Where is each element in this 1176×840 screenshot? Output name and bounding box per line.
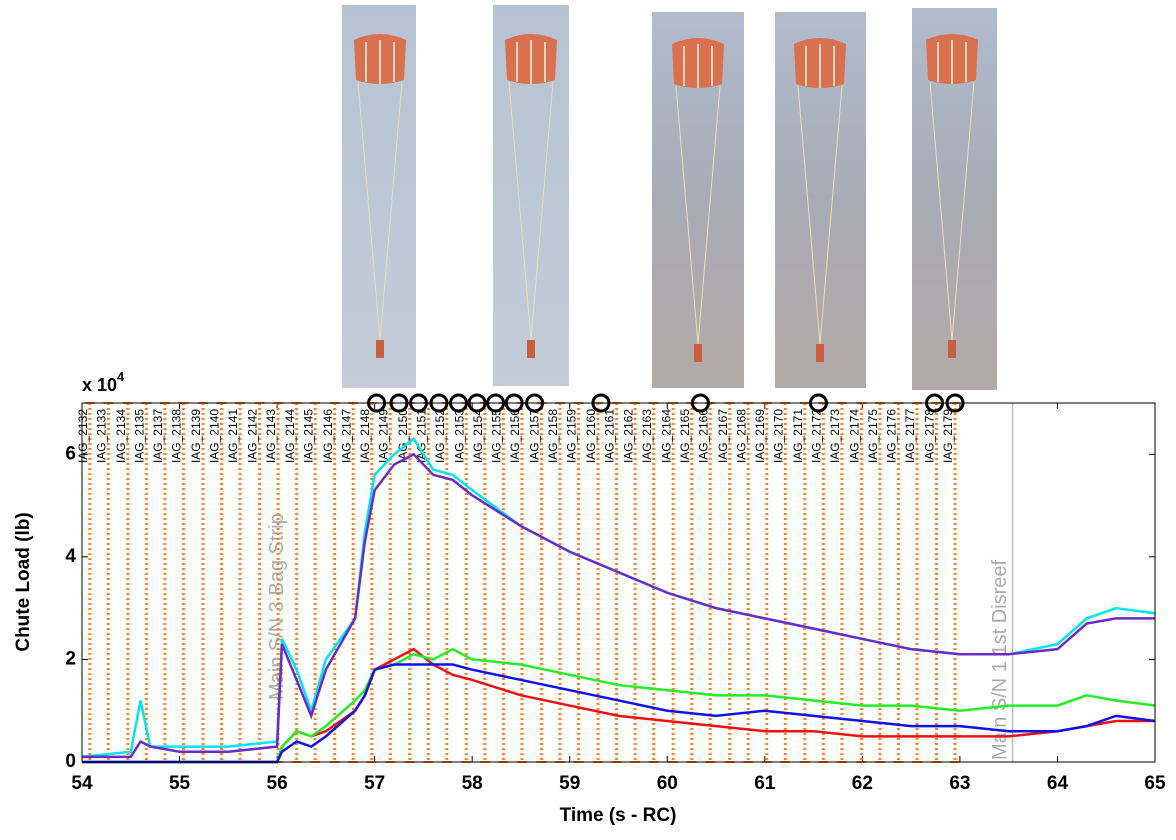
frame-label: IAG_2158	[546, 409, 560, 463]
plot: Main S/N 3 Bag Strip Main S/N 1 1st Disre…	[76, 402, 1156, 764]
frame-label: IAG_2175	[866, 409, 880, 463]
y-tick-label: 2	[65, 648, 76, 669]
frame-label: IAG_2143	[264, 409, 278, 463]
frame-label: IAG_2139	[189, 409, 203, 463]
frame-label: IAG_2174	[848, 409, 862, 463]
frame-circle	[429, 393, 449, 413]
frame-label: IAG_2140	[208, 409, 222, 463]
frame-label: IAG_2163	[640, 409, 654, 463]
y-tick-label: 6	[65, 443, 76, 464]
frame-circle	[945, 393, 965, 413]
x-tick-label: 57	[364, 773, 385, 794]
frame-label: IAG_2142	[246, 409, 260, 463]
frame-label: IAG_2132	[76, 409, 90, 463]
frame-label: IAG_2162	[621, 409, 635, 463]
frame-circle	[409, 393, 429, 413]
frame-label: IAG_2156	[508, 409, 522, 463]
frame-label: IAG_2141	[226, 409, 240, 463]
frame-circle	[367, 393, 387, 413]
axes-frame	[81, 402, 1156, 763]
frame-label: IAG_2134	[114, 409, 128, 463]
frame-circle	[504, 393, 524, 413]
frame-label: IAG_2157	[528, 409, 542, 463]
frame-circle	[690, 393, 710, 413]
frame-label: IAG_2172	[810, 409, 824, 463]
frame-label: IAG_2137	[151, 409, 165, 463]
x-tick-label: 65	[1144, 773, 1166, 794]
frame-circle	[467, 393, 487, 413]
frame-label: IAG_2138	[170, 409, 184, 463]
x-tick-label: 60	[657, 773, 678, 794]
frame-label: IAG_2168	[734, 409, 748, 463]
plot-area	[82, 403, 1155, 762]
frame-label: IAG_2145	[301, 409, 315, 463]
frame-label: IAG_2152	[433, 409, 447, 463]
frame-label: IAG_2159	[565, 409, 579, 463]
frame-circle	[591, 393, 611, 413]
frame-label: IAG_2144	[283, 409, 297, 463]
frame-label: IAG_2147	[339, 409, 353, 463]
frame-circle	[808, 393, 828, 413]
y-tick-label: 4	[65, 546, 76, 567]
frame-label: IAG_2150	[396, 409, 410, 463]
x-tick-label: 61	[754, 773, 776, 794]
x-tick-label: 58	[462, 773, 483, 794]
frame-circle	[486, 393, 506, 413]
frame-label: IAG_2164	[659, 409, 673, 463]
y-axis-label: Chute Load (lb)	[13, 512, 34, 651]
y-scale: x 104	[82, 369, 125, 394]
y-tick-label: 0	[65, 751, 76, 772]
frame-label: IAG_2171	[791, 409, 805, 463]
frame-label: IAG_2179	[941, 409, 955, 463]
frame-label: IAG_2135	[133, 409, 147, 463]
frame-label: IAG_2165	[678, 409, 692, 463]
frame-label: IAG_2154	[471, 409, 485, 463]
frame-label: IAG_2160	[584, 409, 598, 463]
x-axis-label: Time (s - RC)	[560, 805, 677, 826]
x-tick-label: 56	[267, 773, 288, 794]
frame-circle	[925, 393, 945, 413]
frame-label: IAG_2155	[490, 409, 504, 463]
frame-circle	[449, 393, 469, 413]
annotation: Main S/N 3 Bag Strip	[266, 513, 288, 700]
frame-label: IAG_2170	[771, 409, 785, 463]
x-tick-label: 64	[1047, 773, 1069, 794]
x-tick-label: 63	[949, 773, 970, 794]
x-tick-label: 55	[169, 773, 191, 794]
series-line	[82, 452, 1155, 759]
frame-label: IAG_2151	[414, 409, 428, 463]
frame-label: IAG_2148	[358, 409, 372, 463]
frame-label: IAG_2177	[903, 409, 917, 463]
frame-label: IAG_2169	[753, 409, 767, 463]
y-scale-exponent: 4	[117, 369, 125, 384]
frame-label: IAG_2133	[95, 409, 109, 463]
frame-label: IAG_2149	[376, 409, 390, 463]
frame-label: IAG_2167	[716, 409, 730, 463]
x-tick-label: 59	[559, 773, 580, 794]
frame-label: IAG_2178	[923, 409, 937, 463]
frame-circle	[525, 393, 545, 413]
photos	[342, 5, 997, 390]
annotation: Main S/N 1 1st Disreef	[989, 559, 1011, 760]
frame-label: IAG_2176	[885, 409, 899, 463]
frame-label: IAG_2173	[828, 409, 842, 463]
frame-circle	[389, 393, 409, 413]
x-tick-label: 62	[852, 773, 873, 794]
x-tick-label: 54	[71, 773, 93, 794]
frame-label: IAG_2146	[321, 409, 335, 463]
frame-label: IAG_2166	[696, 409, 710, 463]
frame-label: IAG_2153	[453, 409, 467, 463]
y-scale-base: x 10	[82, 375, 117, 395]
frame-label: IAG_2161	[603, 409, 617, 463]
